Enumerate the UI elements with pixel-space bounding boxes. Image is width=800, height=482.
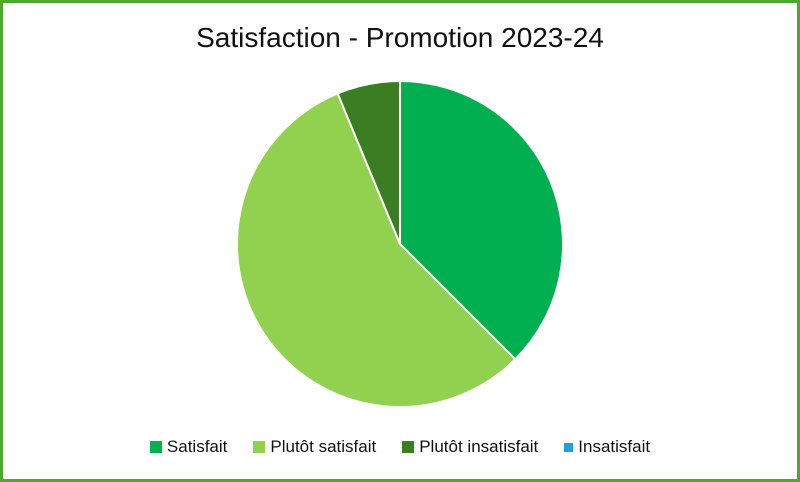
pie-slice-plutot-satisfait (236, 92, 517, 408)
legend-swatch-insatisfait (564, 442, 574, 452)
pie-slice-satisfait (399, 80, 564, 361)
legend-item-satisfait: Satisfait (149, 436, 228, 458)
legend-swatch-satisfait (149, 441, 162, 453)
legend-label-insatisfait: Insatisfait (578, 437, 651, 456)
legend-item-insatisfait: Insatisfait (564, 436, 650, 458)
legend-item-plutot-satisfait: Plutôt satisfait (253, 436, 376, 458)
pie-slices (236, 80, 564, 408)
legend-item-plutot-insatisfait: Plutôt insatisfait (402, 436, 538, 458)
chart-title: Satisfaction - Promotion 2023-24 (196, 22, 604, 53)
legend-label-plutot-insatisfait: Plutôt insatisfait (419, 437, 539, 456)
legend-swatch-plutot-satisfait (253, 441, 266, 453)
legend: Satisfait Plutôt satisfait Plutôt insati… (0, 436, 800, 458)
legend-swatch-plutot-insatisfait (402, 441, 415, 453)
legend-label-plutot-satisfait: Plutôt satisfait (270, 437, 377, 456)
legend-label-satisfait: Satisfait (166, 437, 228, 456)
